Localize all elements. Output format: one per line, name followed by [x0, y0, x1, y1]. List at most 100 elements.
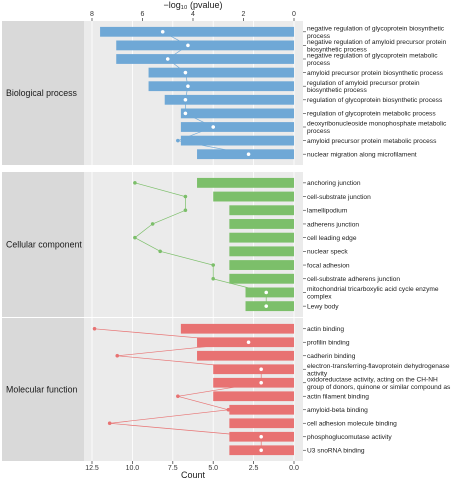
bar-0-8: [180, 135, 294, 146]
pvalue-point-1-2: [183, 208, 188, 213]
facet-strip: [2, 21, 84, 165]
pvalue-point-0-2: [165, 57, 170, 61]
pvalue-line-2: [94, 328, 262, 451]
term-label-1-2: lamellipodium: [307, 208, 348, 215]
bar-0-1: [116, 40, 295, 51]
top-tick-label-3: 2: [242, 11, 246, 18]
bottom-tick-label-0: 12.5: [85, 465, 99, 472]
bar-1-5: [229, 246, 294, 257]
term-label-0-4: biosynthetic process: [307, 87, 367, 94]
term-label-1-3: adherens junction: [307, 221, 359, 228]
term-label-1-4: cell leading edge: [307, 235, 357, 242]
term-label-0-9: nuclear migration along microfilament: [307, 152, 417, 159]
pvalue-point-1-6: [211, 263, 216, 267]
facet-label: Molecular function: [6, 385, 77, 395]
pvalue-point-2-6: [226, 407, 231, 412]
pvalue-point-0-4: [186, 84, 190, 89]
bar-1-3: [229, 219, 294, 229]
bar-2-5: [213, 391, 294, 402]
bar-0-4: [148, 81, 294, 92]
bar-2-3: [213, 364, 294, 375]
pvalue-point-2-8: [259, 434, 264, 439]
panels: Biological process negative regulation of…: [2, 21, 451, 461]
bottom-axis-ticks: 12.5 10.0 7.5 5.0 2.5 0.0: [85, 461, 299, 472]
pvalue-point-2-1: [246, 340, 251, 345]
term-label-0-5: regulation of glycoprotein biosynthetic …: [307, 97, 443, 104]
term-label-0-0: process: [307, 33, 331, 40]
bar-1-4: [229, 232, 294, 243]
top-tick-label-1: 6: [141, 11, 145, 18]
term-label-2-1: profilin binding: [307, 340, 350, 347]
term-label-2-6: amyloid-beta binding: [307, 407, 368, 414]
bar-0-5: [164, 94, 294, 105]
pvalue-point-1-1: [183, 194, 188, 199]
pvalue-point-2-5: [176, 394, 180, 399]
pvalue-point-2-7: [107, 421, 112, 426]
pvalue-point-0-7: [211, 125, 216, 129]
term-label-1-7: cell-substrate adherens junction: [307, 276, 400, 283]
term-label-2-8: phosphoglucomutase activity: [307, 434, 392, 441]
top-tick-label-0: 8: [90, 11, 94, 18]
term-label-0-1: biosynthetic process: [307, 46, 367, 53]
bar-0-6: [180, 108, 294, 119]
bar-1-1: [213, 191, 294, 202]
bar-2-2: [197, 350, 294, 361]
bottom-tick-label-2: 7.5: [168, 465, 178, 472]
pvalue-line-0: [162, 31, 249, 155]
bar-1-0: [197, 177, 294, 188]
term-label-2-2: cadherin binding: [307, 353, 356, 360]
term-label-1-0: anchoring junction: [307, 180, 361, 187]
term-label-0-0: negative regulation of glycoprotein bios…: [307, 25, 445, 32]
term-label-2-7: cell adhesion molecule binding: [307, 421, 397, 428]
pvalue-point-0-9: [246, 152, 251, 157]
top-axis-ticks: 8 6 4 2 0: [90, 11, 296, 21]
term-label-0-8: amyloid precursor protein metabolic proc…: [307, 138, 437, 145]
pvalue-point-1-4: [133, 235, 137, 240]
bar-1-8: [245, 287, 294, 298]
term-label-0-2: negative regulation of glycoprotein meta…: [307, 53, 438, 60]
bar-2-6: [229, 404, 294, 415]
term-label-2-4: group of donors, quinone or similar comp…: [307, 384, 451, 391]
pvalue-point-1-9: [264, 304, 269, 308]
pvalue-point-1-0: [133, 181, 137, 185]
bottom-tick-label-5: 0.0: [289, 465, 299, 472]
term-label-1-1: cell-substrate junction: [307, 194, 371, 201]
facet-label: Biological process: [6, 88, 78, 98]
bar-1-9: [245, 301, 294, 312]
bar-2-7: [229, 418, 294, 429]
bottom-tick-label-1: 10.0: [126, 465, 140, 472]
pvalue-point-1-5: [158, 249, 163, 254]
bar-2-0: [180, 323, 294, 334]
bar-1-2: [229, 205, 294, 216]
pvalue-point-1-8: [264, 290, 269, 295]
term-label-2-0: actin binding: [307, 326, 344, 333]
bar-2-4: [213, 377, 294, 388]
term-label-0-7: process: [307, 128, 331, 135]
pvalue-point-2-0: [92, 326, 97, 331]
pvalue-point-0-3: [183, 70, 188, 75]
panel-0: Biological process negative regulation of…: [2, 21, 447, 165]
bar-0-7: [180, 122, 294, 132]
term-label-0-2: process: [307, 60, 331, 67]
pvalue-point-1-3: [150, 222, 155, 226]
bottom-axis-title: Count: [181, 470, 206, 480]
panel-1: Cellular component anchoring junction cell…: [2, 172, 439, 317]
term-label-0-4: regulation of amyloid precursor protein: [307, 80, 420, 87]
pvalue-point-0-1: [186, 43, 190, 48]
pvalue-point-2-4: [259, 380, 264, 385]
term-label-2-3: activity: [307, 370, 328, 377]
term-label-1-9: Lewy body: [307, 303, 339, 310]
facet-strip: [2, 318, 84, 461]
term-label-2-5: actin filament binding: [307, 394, 369, 401]
bar-0-9: [197, 149, 294, 160]
term-label-1-5: nuclear speck: [307, 249, 348, 256]
top-tick-label-4: 0: [292, 11, 296, 18]
bar-1-7: [229, 273, 294, 284]
top-axis-title: −log₁₀ (pvalue): [163, 0, 222, 10]
top-tick-label-2: 4: [191, 11, 195, 18]
bar-0-0: [100, 26, 294, 37]
term-label-2-3: electron-transferring-flavoprotein dehyd…: [307, 363, 450, 370]
term-label-0-3: amyloid precursor protein biosynthetic p…: [307, 70, 444, 77]
bar-1-6: [229, 260, 294, 270]
